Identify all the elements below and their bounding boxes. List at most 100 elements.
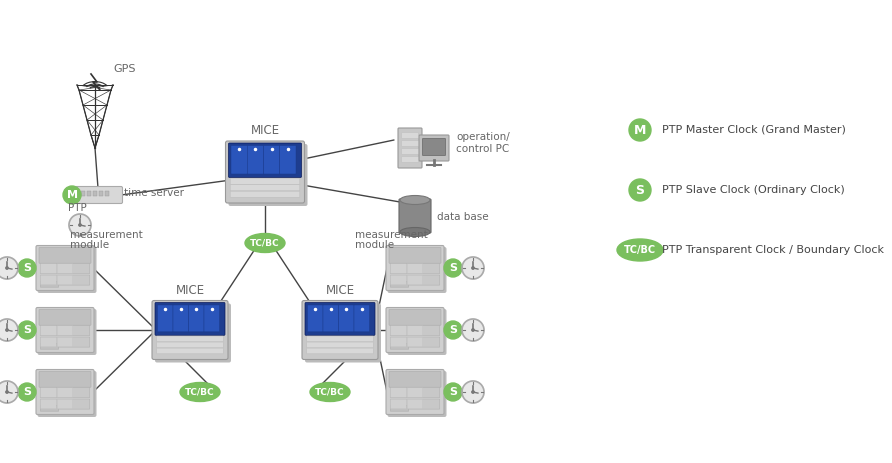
FancyBboxPatch shape: [57, 275, 73, 285]
FancyBboxPatch shape: [401, 149, 418, 154]
FancyBboxPatch shape: [386, 245, 444, 290]
Circle shape: [629, 119, 651, 141]
Ellipse shape: [310, 382, 350, 401]
FancyBboxPatch shape: [391, 282, 409, 287]
Text: MICE: MICE: [251, 124, 279, 137]
FancyBboxPatch shape: [37, 247, 96, 293]
FancyBboxPatch shape: [423, 138, 445, 156]
FancyBboxPatch shape: [39, 309, 91, 325]
FancyBboxPatch shape: [407, 338, 423, 347]
FancyBboxPatch shape: [40, 275, 56, 285]
FancyBboxPatch shape: [391, 275, 406, 285]
FancyBboxPatch shape: [387, 309, 447, 355]
FancyBboxPatch shape: [390, 275, 440, 285]
FancyBboxPatch shape: [40, 282, 59, 287]
FancyBboxPatch shape: [204, 305, 219, 332]
Text: module: module: [355, 240, 394, 250]
FancyBboxPatch shape: [391, 406, 409, 411]
Circle shape: [0, 319, 18, 341]
Text: S: S: [449, 387, 457, 397]
FancyBboxPatch shape: [391, 326, 406, 335]
Text: TC/BC: TC/BC: [624, 245, 656, 255]
FancyBboxPatch shape: [399, 199, 431, 233]
FancyBboxPatch shape: [307, 336, 373, 342]
FancyBboxPatch shape: [391, 264, 406, 273]
FancyBboxPatch shape: [323, 305, 338, 332]
FancyBboxPatch shape: [40, 275, 90, 285]
Circle shape: [444, 321, 462, 339]
Text: GPS: GPS: [113, 64, 136, 74]
FancyBboxPatch shape: [230, 178, 300, 184]
FancyBboxPatch shape: [157, 336, 223, 342]
Circle shape: [444, 383, 462, 401]
Circle shape: [462, 319, 484, 341]
Circle shape: [629, 179, 651, 201]
Text: MICE: MICE: [326, 284, 354, 297]
FancyBboxPatch shape: [398, 128, 422, 168]
FancyBboxPatch shape: [401, 157, 418, 162]
Circle shape: [6, 391, 8, 393]
FancyBboxPatch shape: [230, 185, 300, 191]
FancyBboxPatch shape: [40, 399, 90, 409]
Text: data base: data base: [437, 212, 489, 222]
FancyBboxPatch shape: [407, 399, 423, 409]
Text: PTP Slave Clock (Ordinary Clock): PTP Slave Clock (Ordinary Clock): [662, 185, 845, 195]
FancyBboxPatch shape: [36, 369, 94, 414]
FancyBboxPatch shape: [228, 144, 308, 206]
Text: S: S: [23, 325, 31, 335]
FancyBboxPatch shape: [173, 305, 188, 332]
Text: operation/: operation/: [456, 132, 509, 142]
Text: time server: time server: [124, 188, 184, 198]
Circle shape: [63, 186, 81, 204]
FancyBboxPatch shape: [40, 399, 56, 409]
FancyBboxPatch shape: [158, 305, 173, 332]
FancyBboxPatch shape: [105, 191, 109, 196]
FancyBboxPatch shape: [307, 342, 373, 348]
FancyBboxPatch shape: [226, 141, 304, 203]
Circle shape: [6, 329, 8, 331]
Circle shape: [69, 214, 91, 236]
FancyBboxPatch shape: [39, 248, 91, 263]
FancyBboxPatch shape: [36, 307, 94, 352]
FancyBboxPatch shape: [36, 245, 94, 290]
FancyBboxPatch shape: [389, 309, 441, 325]
FancyBboxPatch shape: [387, 247, 447, 293]
Text: M: M: [634, 124, 646, 137]
FancyBboxPatch shape: [40, 406, 59, 411]
Text: M: M: [67, 190, 78, 200]
FancyBboxPatch shape: [305, 304, 381, 363]
FancyBboxPatch shape: [40, 263, 90, 274]
FancyBboxPatch shape: [280, 145, 296, 174]
Ellipse shape: [617, 239, 663, 261]
Text: PTP Master Clock (Grand Master): PTP Master Clock (Grand Master): [662, 125, 846, 135]
Text: S: S: [449, 263, 457, 273]
FancyBboxPatch shape: [57, 338, 73, 347]
Circle shape: [18, 383, 36, 401]
FancyBboxPatch shape: [40, 388, 56, 397]
FancyBboxPatch shape: [40, 338, 56, 347]
Text: S: S: [23, 387, 31, 397]
FancyBboxPatch shape: [391, 388, 406, 397]
FancyBboxPatch shape: [37, 309, 96, 355]
Text: module: module: [70, 240, 109, 250]
FancyBboxPatch shape: [231, 145, 247, 174]
FancyBboxPatch shape: [389, 371, 441, 387]
Text: PTP Transparent Clock / Boundary Clock: PTP Transparent Clock / Boundary Clock: [662, 245, 884, 255]
FancyBboxPatch shape: [40, 344, 59, 349]
FancyBboxPatch shape: [390, 325, 440, 336]
FancyBboxPatch shape: [157, 348, 223, 354]
Text: MICE: MICE: [176, 284, 204, 297]
Text: TC/BC: TC/BC: [186, 388, 215, 396]
FancyBboxPatch shape: [338, 305, 354, 332]
FancyBboxPatch shape: [57, 399, 73, 409]
FancyBboxPatch shape: [407, 275, 423, 285]
Circle shape: [462, 381, 484, 403]
FancyBboxPatch shape: [354, 305, 369, 332]
FancyBboxPatch shape: [391, 338, 406, 347]
FancyBboxPatch shape: [81, 191, 85, 196]
FancyBboxPatch shape: [73, 187, 122, 204]
FancyBboxPatch shape: [87, 191, 91, 196]
Text: measurement: measurement: [355, 230, 428, 240]
FancyBboxPatch shape: [305, 302, 375, 335]
Circle shape: [18, 321, 36, 339]
